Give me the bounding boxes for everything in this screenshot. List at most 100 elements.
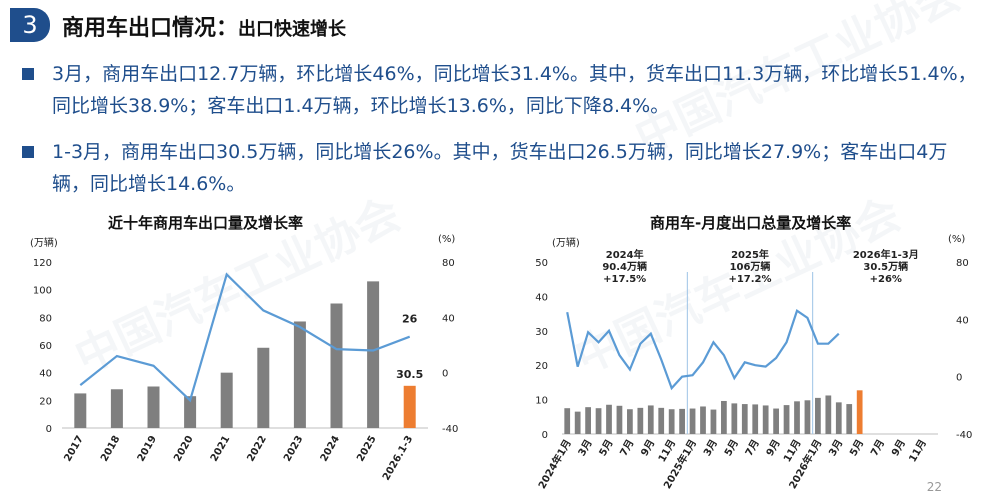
chart2-right-tick: 0 [956, 373, 962, 384]
chart2-bar [804, 400, 811, 434]
chart2-bar [762, 405, 769, 434]
chart2-x-tick: 5月 [597, 438, 616, 459]
chart2-bar [637, 407, 644, 434]
chart2-left-tick: 20 [535, 361, 548, 372]
chart2-bar [731, 403, 738, 434]
chart1-bar [293, 321, 306, 428]
chart1-left-tick: 100 [33, 286, 52, 297]
chart1-bar [330, 303, 343, 428]
chart1-bar [74, 393, 87, 428]
chart2-bar [564, 408, 571, 434]
chart1-title: 近十年商用车出口量及增长率 [108, 214, 304, 232]
chart2-x-tick: 5月 [722, 438, 741, 459]
chart2-annotation: +17.2% [728, 274, 771, 285]
chart2-annotation: 30.5万辆 [863, 260, 908, 273]
chart2-bar [574, 411, 581, 434]
chart2-annotation: +26% [870, 274, 902, 285]
chart2-bar [825, 395, 832, 434]
chart2-bar [627, 409, 633, 434]
page-number: 22 [926, 480, 942, 494]
chart2-bar [794, 401, 800, 434]
bullet-square-icon [22, 146, 34, 158]
chart2-x-tick: 11月 [907, 438, 929, 465]
chart2-annotation: 106万辆 [730, 260, 771, 273]
chart1-bar [110, 389, 123, 428]
chart2-bar [595, 408, 602, 434]
chart2-left-tick: 10 [535, 396, 548, 407]
chart1-bar [257, 347, 270, 428]
chart2-bar [856, 390, 863, 434]
chart2-left-unit: (万辆) [552, 238, 580, 249]
bullet-square-icon [22, 68, 34, 80]
chart2-growth-line [566, 308, 840, 391]
chart1-left-tick: 20 [39, 396, 52, 407]
chart2-bar [721, 400, 727, 434]
page-title-sub: 出口快速增长 [238, 19, 347, 40]
chart2-x-tick: 3月 [701, 438, 720, 459]
chart1-right-unit: (%) [438, 234, 456, 245]
chart2-bar [606, 404, 612, 434]
bullet-text: 1-3月，商用车出口30.5万辆，同比增长26%。其中，货车出口26.5万辆，同… [52, 141, 948, 195]
chart2-x-tick: 7月 [618, 438, 637, 459]
bullet-text: 3月，商用车出口12.7万辆，环比增长46%，同比增长31.4%。其中，货车出口… [52, 63, 977, 117]
chart2-right-unit: (%) [948, 234, 966, 245]
chart2-x-tick: 2024年1月 [535, 437, 574, 491]
chart1-left-tick: 0 [46, 424, 52, 435]
page-title: 商用车出口情况：出口快速增长 [62, 10, 346, 42]
chart2-left-tick: 30 [535, 327, 548, 338]
chart2-annotation: +17.5% [603, 274, 646, 285]
chart2-bar [846, 404, 853, 434]
chart1-right-tick: -40 [442, 424, 458, 435]
chart1-bar [403, 385, 416, 428]
chart1-bar [147, 386, 160, 428]
chart2-bar [815, 397, 821, 434]
chart2-bar [658, 407, 665, 434]
section-number-badge: 3 [10, 8, 50, 42]
chart2-bar [689, 408, 696, 434]
chart2-bar [710, 409, 717, 434]
chart1-left-tick: 40 [39, 369, 52, 380]
chart2-x-tick: 11月 [656, 438, 678, 465]
chart2-left-tick: 40 [535, 292, 548, 303]
chart1-right-tick: 0 [442, 369, 448, 380]
page-title-main: 商用车出口情况： [62, 16, 239, 41]
chart2-x-tick: 7月 [868, 438, 887, 459]
chart2-annotation: 2026年1-3月 [853, 248, 919, 261]
chart1-bar [184, 396, 197, 428]
chart2-bar [647, 405, 654, 434]
chart2-bar [668, 409, 675, 434]
chart2-x-tick: 5月 [847, 438, 866, 459]
chart2-bar [783, 405, 790, 434]
chart2-bar [835, 402, 842, 434]
title-bar: 3 商用车出口情况：出口快速增长 [0, 0, 992, 52]
chart2-right-tick: 80 [956, 258, 969, 269]
chart2-annotation: 90.4万辆 [602, 260, 647, 273]
chart1-bar [367, 281, 380, 428]
chart2-bar [616, 405, 623, 434]
chart2-bar [585, 407, 591, 434]
chart1-right-tick: 80 [442, 258, 455, 269]
chart2-bar [741, 404, 748, 434]
chart1-bar-data-label: 30.5 [396, 368, 423, 381]
chart2-right-tick: -40 [956, 430, 972, 441]
bullet-item: 3月，商用车出口12.7万辆，环比增长46%，同比增长31.4%。其中，货车出口… [22, 58, 977, 122]
chart1-bar [220, 372, 233, 428]
chart1-left-tick: 120 [33, 258, 52, 269]
chart2-x-tick: 11月 [781, 438, 803, 465]
chart2-bar [679, 408, 685, 434]
chart2-x-tick: 9月 [638, 438, 657, 459]
chart2-x-tick: 3月 [576, 438, 595, 459]
chart2-right-tick: 40 [956, 315, 969, 326]
chart1-left-unit: (万辆) [30, 238, 58, 249]
chart2-bar [700, 406, 706, 434]
chart1-growth-line [79, 272, 411, 403]
chart2-x-tick: 3月 [826, 438, 845, 459]
bullet-item: 1-3月，商用车出口30.5万辆，同比增长26%。其中，货车出口26.5万辆，同… [22, 136, 972, 200]
chart1-right-tick: 40 [442, 313, 455, 324]
chart2-left-tick: 50 [535, 258, 548, 269]
chart1-left-tick: 80 [39, 313, 52, 324]
chart2-title: 商用车-月度出口总量及增长率 [650, 214, 852, 232]
chart2-x-tick: 9月 [889, 438, 908, 459]
